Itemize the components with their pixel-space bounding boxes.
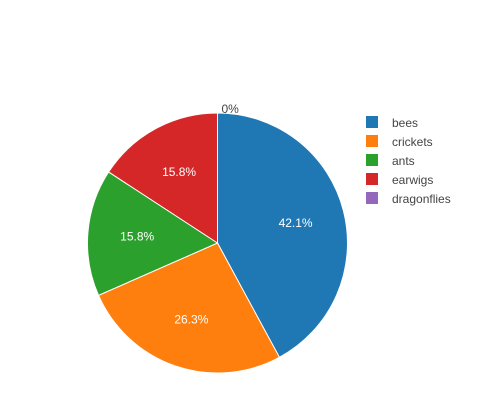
- slice-label-earwigs: 15.8%: [162, 165, 196, 179]
- pie-slice-ants[interactable]: [87, 171, 219, 297]
- legend-label-ants: ants: [392, 154, 415, 168]
- pie-labels: 42.1% 26.3% 15.8% 15.8% 0%: [120, 102, 313, 326]
- legend-swatch-dragonflies: [366, 192, 378, 204]
- legend-label-crickets: crickets: [392, 135, 433, 149]
- pie-slices: [87, 112, 348, 374]
- legend-item-earwigs[interactable]: earwigs: [366, 173, 433, 187]
- legend: bees crickets ants earwigs dragonflies: [366, 116, 451, 206]
- slice-label-ants: 15.8%: [120, 229, 154, 243]
- legend-swatch-crickets: [366, 135, 378, 147]
- legend-item-crickets[interactable]: crickets: [366, 135, 433, 149]
- legend-item-dragonflies[interactable]: dragonflies: [366, 192, 451, 206]
- pie-slice-earwigs[interactable]: [107, 112, 218, 244]
- legend-item-ants[interactable]: ants: [366, 154, 415, 168]
- legend-swatch-bees: [366, 116, 378, 128]
- legend-label-dragonflies: dragonflies: [392, 192, 451, 206]
- slice-label-dragonflies: 0%: [222, 102, 240, 116]
- legend-swatch-earwigs: [366, 173, 378, 185]
- pie-slice-bees[interactable]: [217, 112, 348, 358]
- legend-item-bees[interactable]: bees: [366, 116, 418, 130]
- legend-swatch-ants: [366, 154, 378, 166]
- slice-label-crickets: 26.3%: [174, 312, 208, 326]
- legend-label-bees: bees: [392, 116, 418, 130]
- slice-label-bees: 42.1%: [279, 216, 313, 230]
- legend-label-earwigs: earwigs: [392, 173, 433, 187]
